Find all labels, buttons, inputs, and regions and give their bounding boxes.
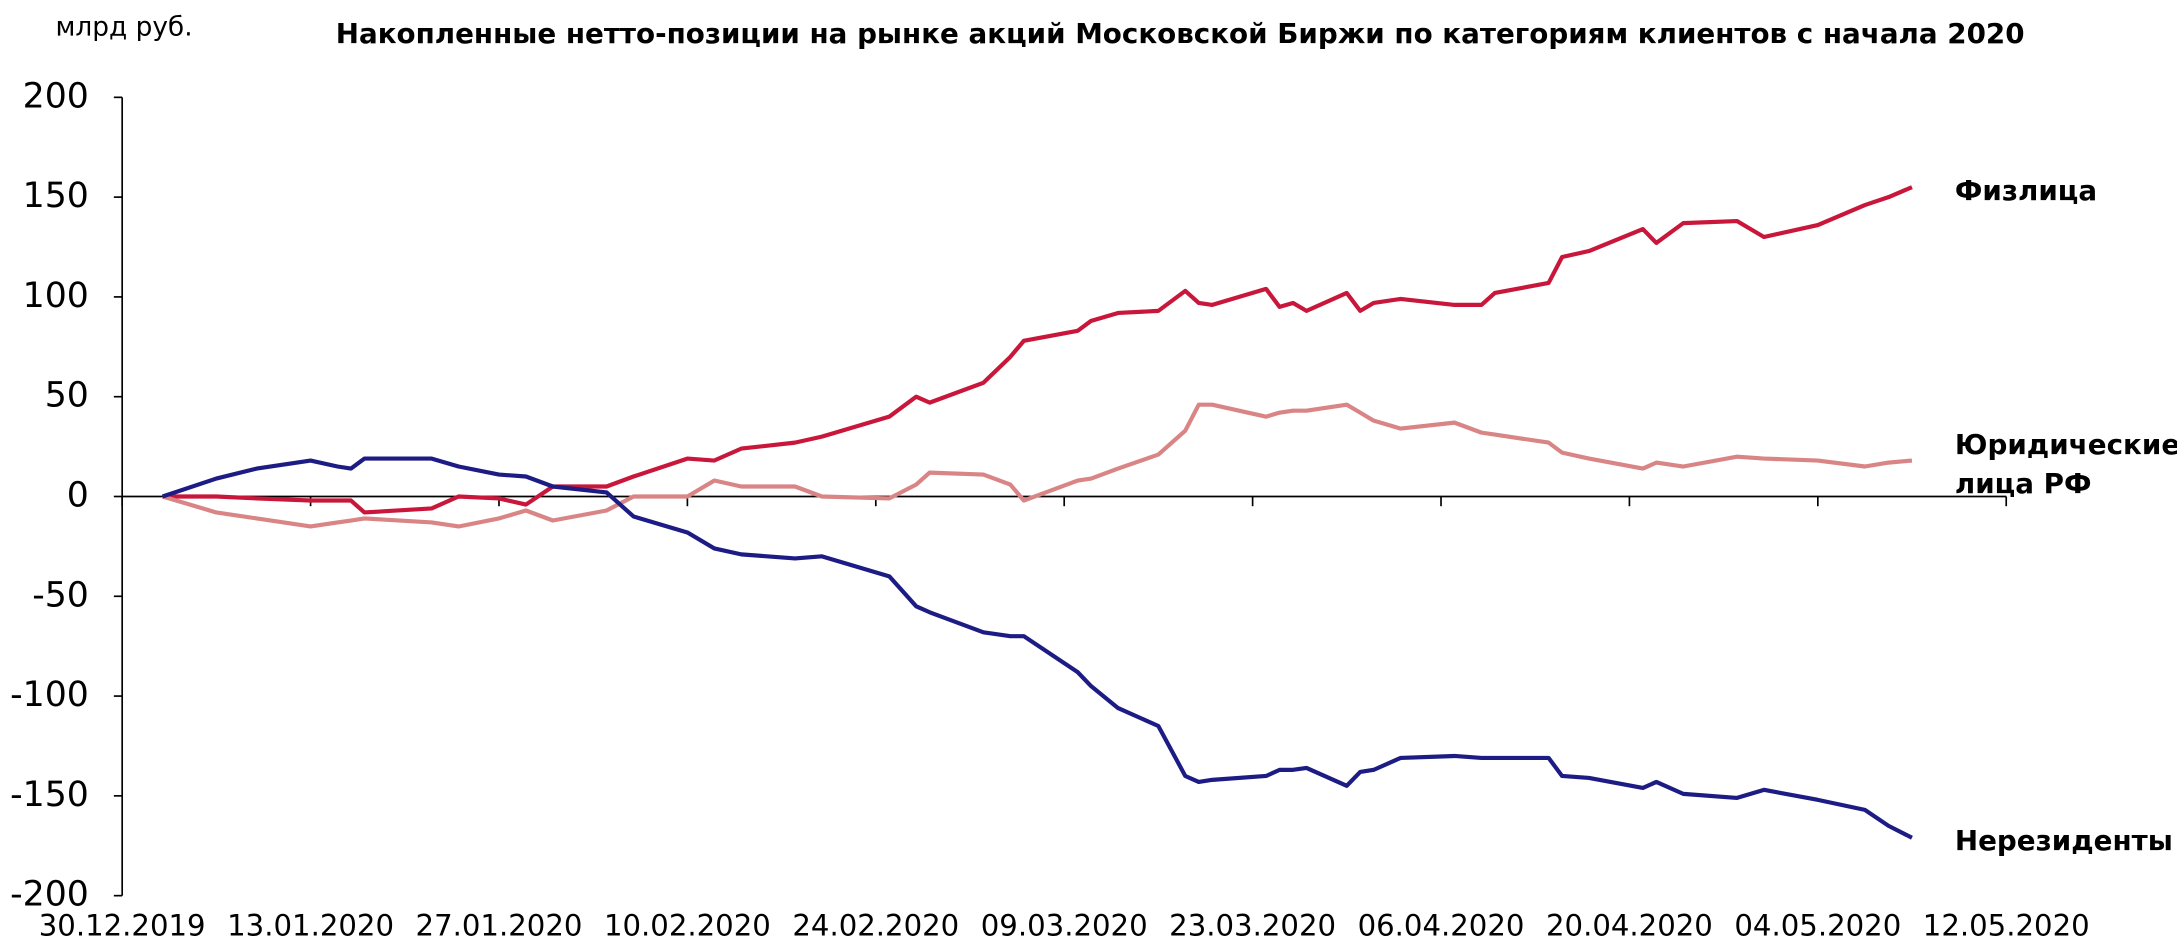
x-tick-label: 12.05.2020 [1923,909,2090,943]
x-tick-label: 27.01.2020 [416,909,583,943]
x-tick-label: 09.03.2020 [981,909,1148,943]
series-label-box: Физлица [1954,173,2098,207]
series-label: Физлица [1954,173,2098,207]
x-tick-label: 24.02.2020 [792,909,959,943]
x-tick-label: 06.04.2020 [1358,909,1525,943]
y-tick-label: 100 [23,276,89,316]
y-tick-label: 50 [45,376,89,416]
y-tick-label: 0 [67,475,89,515]
series-label-box: Нерезиденты [1954,823,2173,858]
x-tick-label: 13.01.2020 [227,909,394,943]
x-tick-label: 20.04.2020 [1546,909,1713,943]
series-label: Юридические лица РФ [1954,427,2177,500]
x-tick-label: 23.03.2020 [1169,909,1336,943]
x-tick-label: 10.02.2020 [604,909,771,943]
chart-title: Накопленные нетто-позиции на рынке акций… [336,17,2025,50]
y-tick-label: -100 [10,675,89,715]
y-tick-label: 200 [23,76,89,116]
x-tick-label: 30.12.2019 [39,909,206,943]
y-tick-label: 150 [23,176,89,216]
y-tick-label: -50 [32,575,89,615]
series-line [161,402,1913,529]
y-unit: млрд руб. [56,12,193,42]
y-tick-label: -200 [10,875,89,915]
series-line [161,456,1913,840]
y-tick-label: -150 [10,775,89,815]
series-label: Нерезиденты [1954,823,2173,858]
series-line [162,185,1913,515]
series-label-box: Юридические лица РФ [1954,427,2177,500]
x-tick-label: 04.05.2020 [1734,909,1901,943]
